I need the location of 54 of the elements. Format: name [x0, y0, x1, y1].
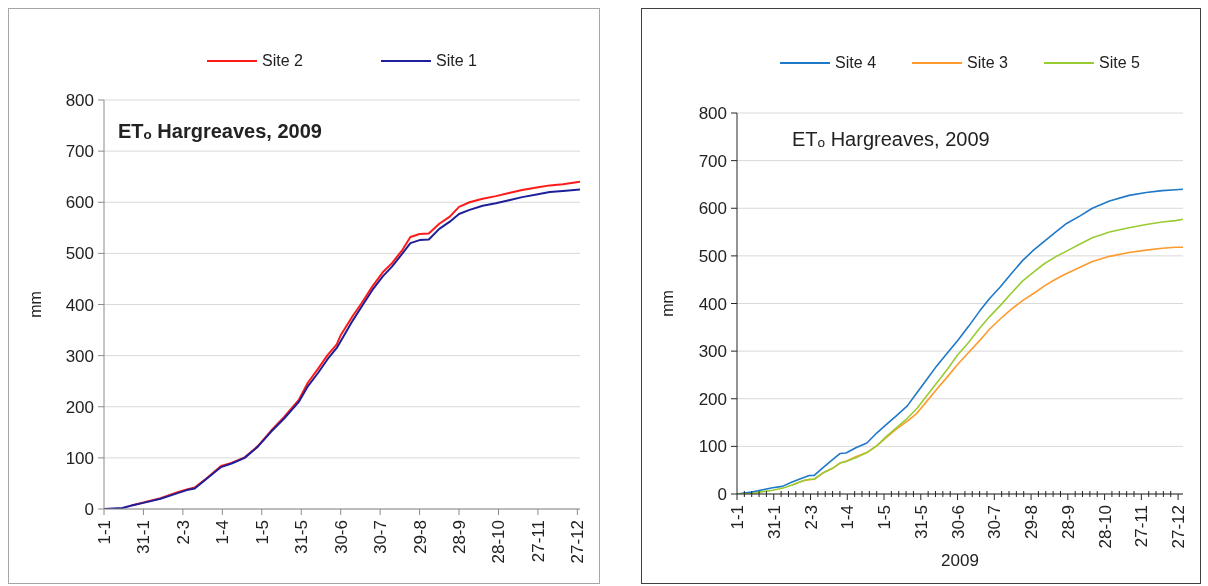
y-tick-label: 300 [698, 342, 727, 362]
x-tick-label: 29-8 [410, 520, 430, 555]
y-tick-label: 200 [698, 389, 727, 409]
x-tick-label: 2-3 [801, 505, 821, 530]
y-tick-label: 200 [65, 397, 94, 417]
x-tick-label: 27-11 [528, 520, 548, 563]
text: ETₒ Hargreaves, 2009 [792, 127, 990, 151]
x-tick-label: 27-11 [1131, 505, 1151, 548]
legend-label: Site 4 [835, 54, 877, 72]
x-tick-label: 1-5 [252, 520, 272, 545]
x-tick-label: 30-6 [331, 520, 351, 555]
y-tick-label: 400 [65, 295, 94, 315]
x-tick-label: 28-9 [1058, 505, 1078, 540]
x-tick-label: 31-5 [291, 520, 311, 555]
legend-label: Site 3 [967, 54, 1008, 72]
text: ETₒ Hargreaves, 2009 [118, 119, 322, 143]
x-axis-title: 2009 [941, 550, 979, 570]
x-tick-label: 27-12 [567, 520, 587, 564]
y-tick-label: 500 [698, 246, 727, 266]
x-tick-label: 1-5 [874, 505, 894, 530]
x-tick-label: 30-7 [370, 520, 390, 555]
x-tick-label: 31-1 [133, 520, 153, 555]
y-tick-label: 700 [65, 142, 94, 162]
x-tick-label: 31-5 [911, 505, 931, 540]
legend-label: Site 1 [436, 52, 477, 70]
x-tick-label: 28-10 [1095, 505, 1115, 549]
x-tick-label: 1-4 [212, 520, 232, 545]
y-axis-title: mm [26, 291, 44, 318]
y-tick-label: 100 [698, 437, 727, 457]
y-tick-label: 0 [717, 485, 727, 505]
y-tick-label: 0 [84, 500, 94, 520]
y-tick-label: 300 [65, 346, 94, 366]
x-tick-label: 29-8 [1021, 505, 1041, 540]
x-tick-label: 31-1 [764, 505, 784, 540]
legend-label: Site 2 [262, 52, 303, 70]
y-tick-label: 500 [65, 244, 94, 264]
x-tick-label: 1-1 [727, 505, 747, 530]
x-tick-label: 2-3 [173, 520, 193, 545]
x-tick-label: 30-7 [984, 505, 1004, 540]
y-tick-label: 600 [698, 199, 727, 219]
y-tick-label: 600 [65, 193, 94, 213]
y-tick-label: 800 [65, 91, 94, 111]
y-tick-label: 700 [698, 151, 727, 171]
y-tick-label: 800 [698, 104, 727, 124]
legend-label: Site 5 [1098, 54, 1140, 72]
x-tick-label: 1-4 [837, 505, 857, 530]
x-tick-label: 27-12 [1168, 505, 1188, 549]
y-tick-label: 400 [698, 294, 727, 314]
x-tick-label: 30-6 [948, 505, 968, 540]
x-tick-label: 1-1 [94, 520, 114, 545]
y-axis-title: mm [658, 290, 676, 317]
y-tick-label: 100 [65, 448, 94, 468]
x-tick-label: 28-10 [488, 520, 508, 564]
x-tick-label: 28-9 [449, 520, 469, 555]
